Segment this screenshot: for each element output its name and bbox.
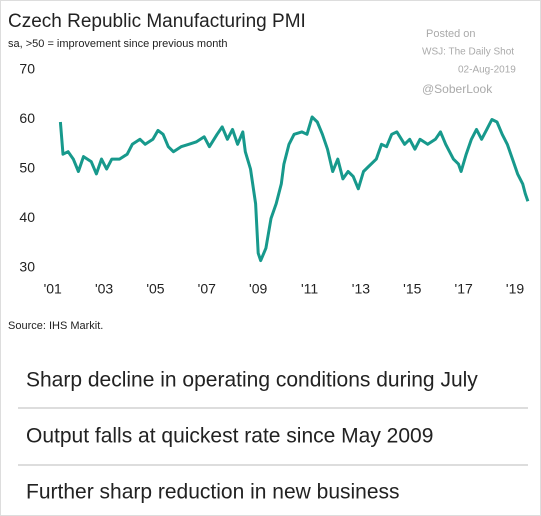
x-tick-label: '03 — [95, 281, 113, 297]
headline: Output falls at quickest rate since May … — [26, 425, 433, 448]
x-tick-label: '01 — [44, 281, 62, 297]
y-tick-label: 50 — [19, 160, 35, 176]
chart-subtitle: sa, >50 = improvement since previous mon… — [8, 38, 228, 50]
x-tick-label: '11 — [301, 281, 318, 297]
series-line — [58, 115, 530, 263]
source: Source: IHS Markit. — [8, 320, 103, 332]
x-tick-label: '05 — [146, 281, 164, 297]
x-tick-label: '09 — [249, 281, 267, 297]
chart-title: Czech Republic Manufacturing PMI — [8, 11, 306, 32]
headline: Sharp decline in operating conditions du… — [26, 369, 478, 392]
watermark: WSJ: The Daily Shot — [422, 47, 514, 58]
x-tick-label: '19 — [506, 281, 524, 297]
x-tick-label: '15 — [403, 281, 421, 297]
y-tick-label: 30 — [19, 259, 35, 275]
y-tick-label: 40 — [19, 209, 35, 225]
x-tick-label: '07 — [198, 281, 216, 297]
x-tick-label: '17 — [455, 281, 473, 297]
y-tick-label: 60 — [19, 110, 35, 126]
x-tick-label: '13 — [352, 281, 370, 297]
headline: Further sharp reduction in new business — [26, 481, 400, 504]
watermark: @SoberLook — [422, 82, 493, 96]
y-tick-label: 70 — [19, 61, 35, 77]
watermark: Posted on — [426, 28, 476, 40]
watermark: 02-Aug-2019 — [458, 65, 516, 76]
